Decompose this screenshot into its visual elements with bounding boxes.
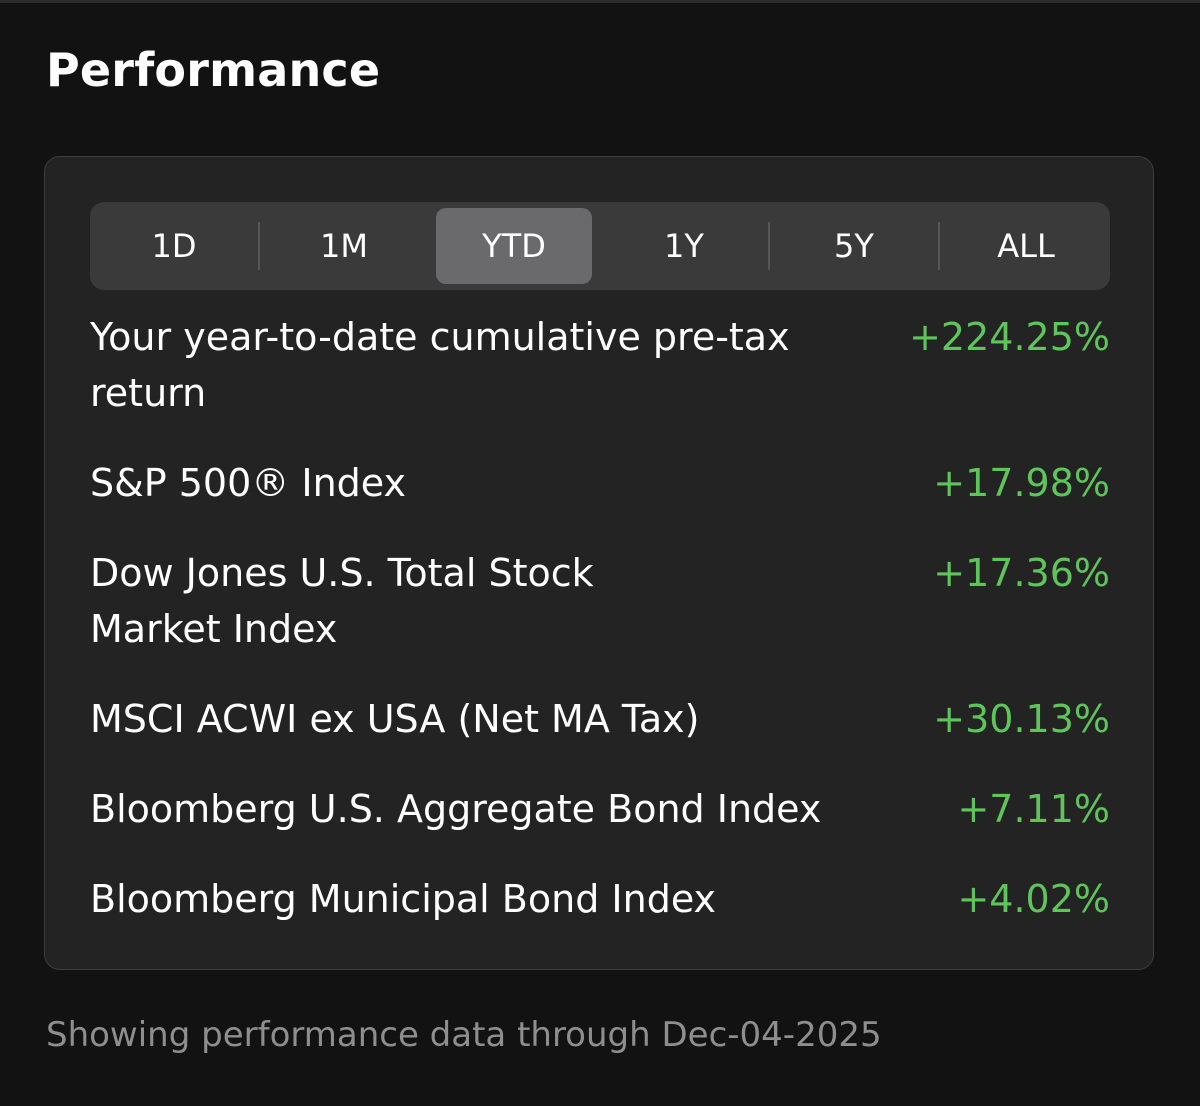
row-value: +30.13% [933, 697, 1110, 741]
row-value: +17.36% [933, 551, 1110, 595]
period-tab-all[interactable]: ALL [997, 227, 1055, 265]
row-label: Dow Jones U.S. Total Stock Market Index [90, 551, 594, 651]
performance-row-dow-jones: Dow Jones U.S. Total Stock Market Index … [90, 545, 1110, 657]
row-label: Your year-to-date cumulative pre-tax ret… [90, 315, 790, 415]
performance-row-bloomberg-aggregate: Bloomberg U.S. Aggregate Bond Index +7.1… [90, 781, 1110, 837]
page-title: Performance [46, 43, 381, 97]
period-divider [768, 222, 770, 270]
row-value: +7.11% [957, 787, 1110, 831]
period-tab-1m[interactable]: 1M [320, 227, 368, 265]
performance-card: 1D 1M YTD 1Y 5Y ALL Your year-to-date cu… [44, 156, 1154, 970]
performance-row-sp500: S&P 500® Index +17.98% [90, 455, 1110, 511]
row-value: +4.02% [957, 877, 1110, 921]
row-value: +224.25% [909, 315, 1110, 359]
period-tab-1y[interactable]: 1Y [664, 227, 704, 265]
row-label: S&P 500® Index [90, 461, 406, 505]
row-label: Bloomberg Municipal Bond Index [90, 877, 717, 921]
period-selector: 1D 1M YTD 1Y 5Y ALL [90, 202, 1110, 290]
row-label: MSCI ACWI ex USA (Net MA Tax) [90, 697, 700, 741]
row-label: Bloomberg U.S. Aggregate Bond Index [90, 787, 822, 831]
period-divider [258, 222, 260, 270]
period-tab-1d[interactable]: 1D [151, 227, 197, 265]
data-through-note: Showing performance data through Dec-04-… [46, 1015, 882, 1055]
top-divider [0, 0, 1200, 3]
period-tab-5y[interactable]: 5Y [834, 227, 874, 265]
performance-row-bloomberg-municipal: Bloomberg Municipal Bond Index +4.02% [90, 871, 1110, 927]
row-value: +17.98% [933, 461, 1110, 505]
performance-row-msci: MSCI ACWI ex USA (Net MA Tax) +30.13% [90, 691, 1110, 747]
performance-row-portfolio: Your year-to-date cumulative pre-tax ret… [90, 309, 1110, 421]
period-divider [938, 222, 940, 270]
period-tab-ytd[interactable]: YTD [436, 208, 592, 284]
